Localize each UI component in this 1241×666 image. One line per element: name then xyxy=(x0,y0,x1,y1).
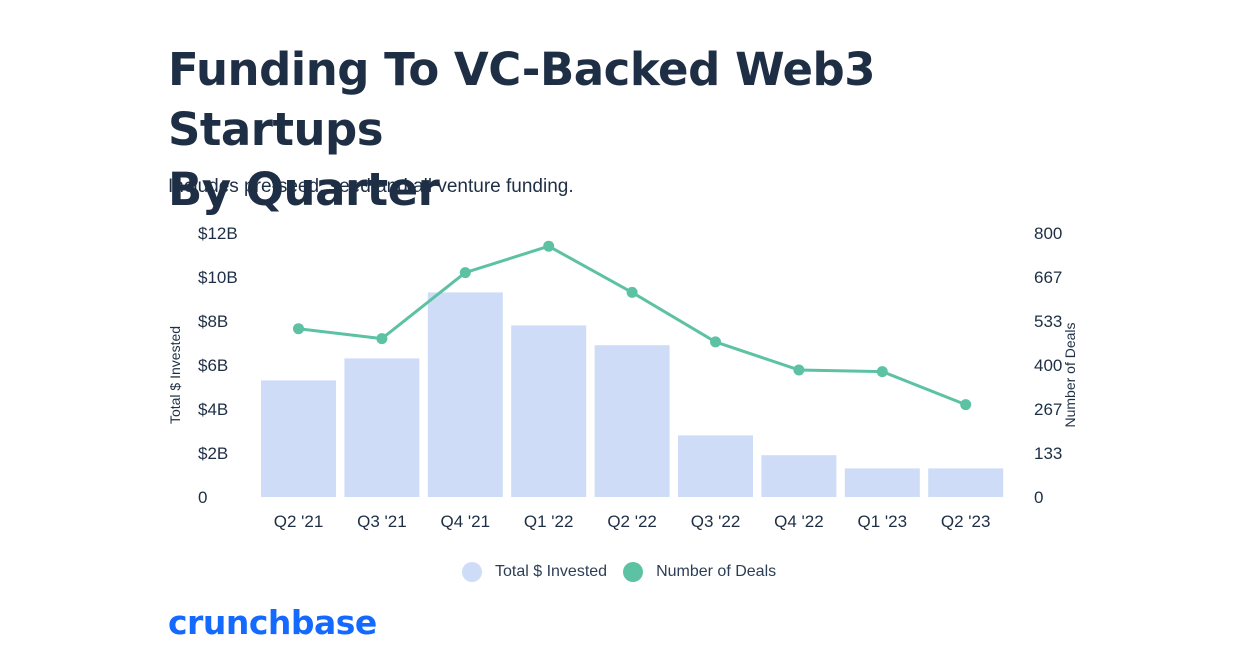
x-tick-label: Q4 '22 xyxy=(774,512,824,531)
legend-swatch-invested xyxy=(462,562,482,582)
x-tick-label: Q4 '21 xyxy=(441,512,491,531)
y-left-tick-label: $10B xyxy=(198,268,238,287)
point-deals xyxy=(543,240,555,252)
bar-invested xyxy=(344,358,420,497)
point-deals xyxy=(626,286,638,298)
y-left-tick-label: $6B xyxy=(198,356,228,375)
bar-invested xyxy=(678,435,753,497)
title-line-1: Funding To VC-Backed Web3 Startups xyxy=(168,43,876,156)
point-deals xyxy=(876,366,888,378)
bar-invested xyxy=(427,292,503,497)
legend-label-deals: Number of Deals xyxy=(656,563,777,580)
bar-invested xyxy=(511,325,587,497)
y-left-axis-title: Total $ Invested xyxy=(167,326,183,424)
x-tick-label: Q3 '21 xyxy=(357,512,407,531)
y-right-tick-label: 267 xyxy=(1034,400,1062,419)
x-tick-label: Q2 '21 xyxy=(274,512,324,531)
y-right-tick-label: 667 xyxy=(1034,268,1062,287)
y-right-axis-title: Number of Deals xyxy=(1062,322,1078,427)
bar-invested xyxy=(844,468,920,497)
x-tick-label: Q1 '22 xyxy=(524,512,574,531)
legend-label-invested: Total $ Invested xyxy=(495,563,608,580)
y-left-tick-label: $8B xyxy=(198,312,228,331)
y-right-tick-label: 533 xyxy=(1034,312,1062,331)
bar-invested xyxy=(928,468,1004,497)
y-left-tick-label: 0 xyxy=(198,488,207,507)
y-left-tick-label: $2B xyxy=(198,444,228,463)
x-tick-label: Q3 '22 xyxy=(691,512,741,531)
point-deals xyxy=(710,336,721,348)
point-deals xyxy=(293,323,304,335)
y-left-tick-label: $4B xyxy=(198,400,228,419)
x-tick-label: Q2 '22 xyxy=(607,512,657,531)
legend-swatch-deals xyxy=(623,562,644,582)
point-deals xyxy=(376,333,388,345)
bar-invested xyxy=(594,345,670,497)
legend-item-deals: Number of Deals xyxy=(623,562,776,582)
y-left-tick-label: $12B xyxy=(198,224,238,243)
title-line-2: By Quarter xyxy=(168,163,440,216)
legend-item-invested: Total $ Invested xyxy=(462,562,607,582)
bar-invested xyxy=(761,455,837,497)
chart-title: Funding To VC-Backed Web3 Startups By Qu… xyxy=(168,40,1068,220)
legend: Total $ Invested Number of Deals xyxy=(462,562,792,582)
y-right-tick-label: 800 xyxy=(1034,224,1062,243)
point-deals xyxy=(793,364,805,376)
y-right-tick-label: 400 xyxy=(1034,356,1062,375)
point-deals xyxy=(459,267,471,279)
y-right-tick-label: 0 xyxy=(1034,488,1043,507)
y-right-tick-label: 133 xyxy=(1034,444,1062,463)
crunchbase-logo: crunchbase xyxy=(168,603,377,642)
x-tick-label: Q2 '23 xyxy=(941,512,991,531)
x-tick-label: Q1 '23 xyxy=(858,512,908,531)
chart-subtitle: Includes pre-seed, seed and all venture … xyxy=(168,176,574,197)
point-deals xyxy=(960,399,972,411)
bar-invested xyxy=(261,380,336,497)
